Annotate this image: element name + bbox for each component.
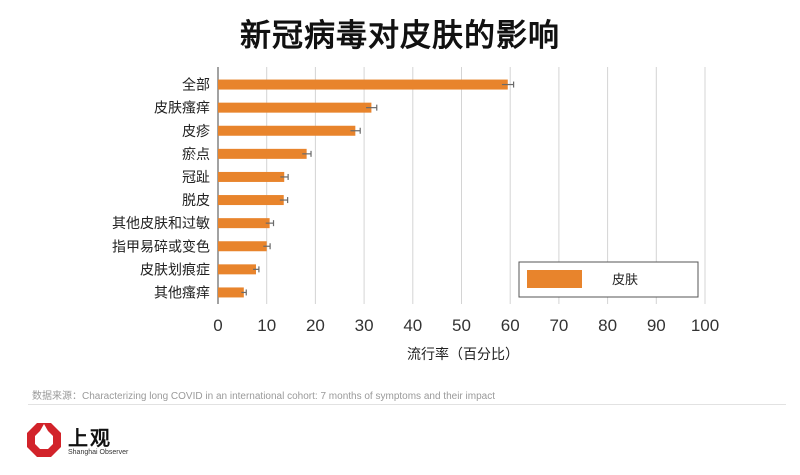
brand-name: 上观	[68, 426, 112, 450]
legend: 皮肤	[518, 261, 699, 298]
bar	[218, 264, 256, 275]
x-tick-label: 60	[501, 316, 520, 335]
bar	[218, 102, 372, 113]
x-axis-label: 流行率（百分比）	[407, 346, 519, 363]
category-label: 指甲易碎或变色	[112, 238, 210, 255]
x-tick-label: 40	[403, 316, 422, 335]
category-label: 皮疹	[182, 124, 210, 140]
category-label: 全部	[182, 77, 210, 94]
x-tick-label: 10	[257, 316, 276, 335]
chart-title: 新冠病毒对皮肤的影响	[240, 18, 560, 54]
x-tick-label: 0	[213, 316, 222, 335]
bar	[218, 287, 244, 298]
category-label: 皮肤瘙痒	[154, 100, 210, 117]
brand-name-en: Shanghai Observer	[68, 449, 129, 456]
legend-label: 皮肤	[612, 273, 638, 288]
bar	[218, 171, 285, 182]
bars	[218, 79, 515, 298]
category-label: 其他皮肤和过敏	[112, 216, 210, 232]
legend-swatch	[527, 270, 582, 288]
x-tick-label: 70	[549, 316, 568, 335]
bar	[218, 148, 307, 159]
bar	[218, 241, 267, 252]
category-label: 冠趾	[182, 170, 210, 186]
x-tick-label: 30	[355, 316, 374, 335]
category-label: 瘀点	[182, 146, 210, 163]
octagon-ring-logo-icon	[27, 423, 61, 457]
x-tick-label: 90	[647, 316, 666, 335]
category-label: 皮肤划痕症	[140, 262, 210, 278]
bar	[218, 125, 356, 136]
x-tick-label: 100	[691, 316, 719, 335]
bar	[218, 218, 270, 229]
bar	[218, 195, 284, 206]
category-label: 其他瘙痒	[154, 284, 210, 301]
brand-logo: 上观 Shanghai Observer	[24, 420, 144, 466]
x-tick-label: 50	[452, 316, 471, 335]
x-tick-labels: 0 10 20 30 40 50 60 70 80 90 100	[213, 316, 719, 335]
bar	[218, 79, 508, 90]
x-tick-label: 80	[598, 316, 617, 335]
source-note: 数据来源：Characterizing long COVID in an int…	[32, 391, 495, 402]
category-label: 脱皮	[182, 193, 210, 209]
x-tick-label: 20	[306, 316, 325, 335]
footer-divider	[28, 404, 786, 405]
